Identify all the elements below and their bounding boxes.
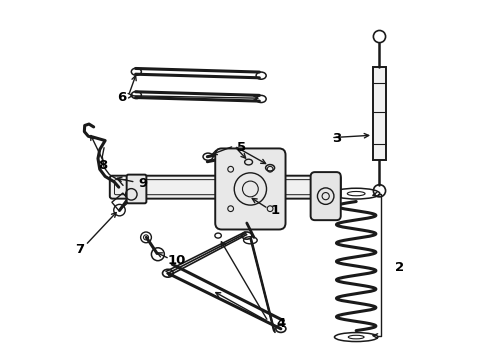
Text: 3: 3 [332,132,341,145]
FancyBboxPatch shape [126,175,147,203]
Text: 4: 4 [276,317,286,330]
Bar [373,67,386,160]
Text: 1: 1 [271,204,280,217]
Text: 5: 5 [237,141,246,154]
FancyBboxPatch shape [215,148,286,229]
Text: 9: 9 [138,177,147,190]
Text: 7: 7 [75,243,85,256]
Text: 6: 6 [117,91,126,104]
Text: 8: 8 [98,159,108,172]
Bar [112,193,130,211]
Text: 10: 10 [168,254,186,267]
FancyBboxPatch shape [110,176,341,199]
Text: 2: 2 [394,261,404,274]
FancyBboxPatch shape [311,172,341,220]
